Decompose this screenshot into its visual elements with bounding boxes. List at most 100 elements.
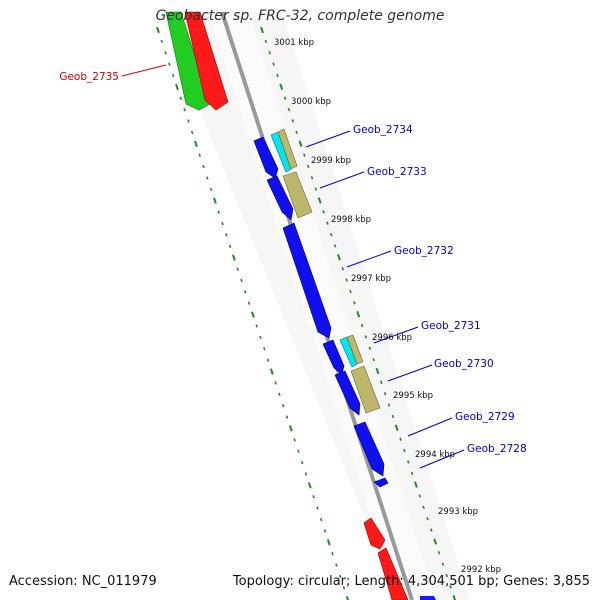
minor-tick	[341, 267, 345, 271]
minor-tick	[380, 380, 383, 385]
leader-geob-2731	[373, 326, 419, 344]
minor-tick	[209, 187, 213, 192]
minor-tick	[291, 119, 295, 123]
major-tick	[213, 197, 217, 204]
feature-geob-2733-khaki	[282, 171, 313, 219]
minor-tick	[206, 176, 209, 180]
minor-tick	[418, 494, 422, 498]
gene-label[interactable]: Geob_2728	[467, 443, 527, 455]
ruler-tick-label: 2997 kbp	[351, 274, 391, 284]
gene-label[interactable]: Geob_2735	[59, 71, 119, 83]
minor-tick	[297, 449, 300, 453]
minor-tick	[168, 62, 171, 66]
minor-tick	[202, 164, 205, 169]
minor-tick	[300, 460, 304, 465]
minor-tick	[217, 210, 220, 214]
gene-label[interactable]: Geob_2734	[353, 124, 413, 136]
minor-tick	[449, 585, 452, 589]
gene-label[interactable]: Geob_2730	[434, 358, 494, 370]
minor-tick	[345, 278, 348, 282]
minor-tick	[349, 289, 352, 294]
minor-tick	[268, 51, 271, 55]
minor-tick	[335, 563, 338, 567]
minor-tick	[236, 267, 239, 271]
minor-tick	[228, 244, 232, 248]
minor-tick	[399, 437, 402, 441]
minor-tick	[326, 221, 329, 225]
minor-tick	[160, 39, 164, 44]
gene-label[interactable]: Geob_2733	[367, 166, 427, 178]
major-tick	[375, 367, 380, 375]
minor-tick	[314, 187, 318, 191]
gene-label[interactable]: Geob_2731	[421, 320, 481, 332]
reverse-strand-features	[253, 128, 389, 488]
ruler-tick-label: 2994 kbp	[415, 450, 455, 460]
minor-tick	[240, 278, 243, 283]
major-tick	[279, 83, 284, 90]
major-tick	[307, 482, 312, 489]
minor-tick	[287, 107, 291, 112]
ruler-tick-label: 2995 kbp	[393, 391, 433, 401]
gene-label[interactable]: Geob_2732	[394, 245, 454, 257]
minor-tick	[368, 346, 371, 350]
minor-tick	[221, 221, 224, 226]
major-tick	[231, 254, 236, 261]
minor-tick	[426, 517, 429, 521]
minor-tick	[391, 414, 395, 419]
major-tick	[288, 425, 293, 432]
minor-tick	[330, 232, 333, 237]
feature-geob-2734-khaki	[277, 128, 298, 170]
feature-geob-2733	[266, 175, 294, 221]
minor-tick	[364, 335, 368, 339]
minor-tick	[303, 153, 306, 157]
major-tick	[269, 368, 274, 375]
map-title: Geobacter sp. FRC-32, complete genome	[155, 8, 445, 24]
minor-tick	[353, 301, 356, 305]
feature-red-cds-2	[377, 547, 409, 600]
ruler-tick-label: 2993 kbp	[438, 507, 478, 517]
leader-geob-2729	[407, 417, 453, 437]
minor-tick	[198, 153, 201, 157]
gene-labels: Geob_2735 Geob_2734 Geob_2733 Geob_2732 …	[59, 71, 526, 455]
minor-tick	[264, 39, 268, 44]
major-tick	[326, 539, 331, 546]
leader-geob-2733	[319, 171, 365, 189]
feature-geob-2731	[322, 339, 345, 375]
minor-tick	[323, 529, 327, 533]
inner-ruler-ticks	[260, 26, 457, 600]
leader-geob-2730	[387, 364, 433, 382]
minor-tick	[285, 415, 289, 419]
gene-label[interactable]: Geob_2729	[455, 411, 515, 423]
minor-tick	[179, 96, 183, 100]
minor-tick	[293, 438, 296, 442]
minor-tick	[164, 51, 167, 55]
minor-tick	[171, 73, 175, 78]
minor-tick	[247, 301, 251, 305]
minor-tick	[342, 586, 346, 590]
ruler-tick-label: 3000 kbp	[291, 97, 331, 107]
minor-tick	[319, 517, 323, 522]
ruler-labels: 3001 kbp 3000 kbp 2999 kbp 2998 kbp 2997…	[274, 38, 501, 575]
major-tick	[298, 140, 303, 147]
minor-tick	[244, 290, 247, 294]
major-tick	[356, 310, 361, 318]
minor-tick	[283, 96, 287, 100]
feature-geob-2729	[353, 421, 385, 477]
accession-text: Accession: NC_011979	[9, 574, 157, 589]
minor-tick	[360, 323, 364, 328]
minor-tick	[295, 130, 298, 134]
minor-tick	[338, 574, 342, 579]
minor-tick	[372, 357, 375, 362]
feature-geob-2730	[334, 370, 361, 416]
ruler-tick-label: 2996 kbp	[372, 333, 412, 343]
minor-tick	[183, 108, 186, 112]
reverse-lane	[248, 12, 470, 600]
feature-geob-2735-cds	[184, 11, 229, 111]
feature-geob-2728	[373, 477, 389, 488]
feature-geob-2731-khaki	[346, 334, 364, 365]
minor-tick	[322, 210, 325, 214]
label-leader-lines	[121, 64, 465, 469]
leader-geob-2735	[121, 64, 167, 77]
minor-tick	[316, 506, 319, 510]
